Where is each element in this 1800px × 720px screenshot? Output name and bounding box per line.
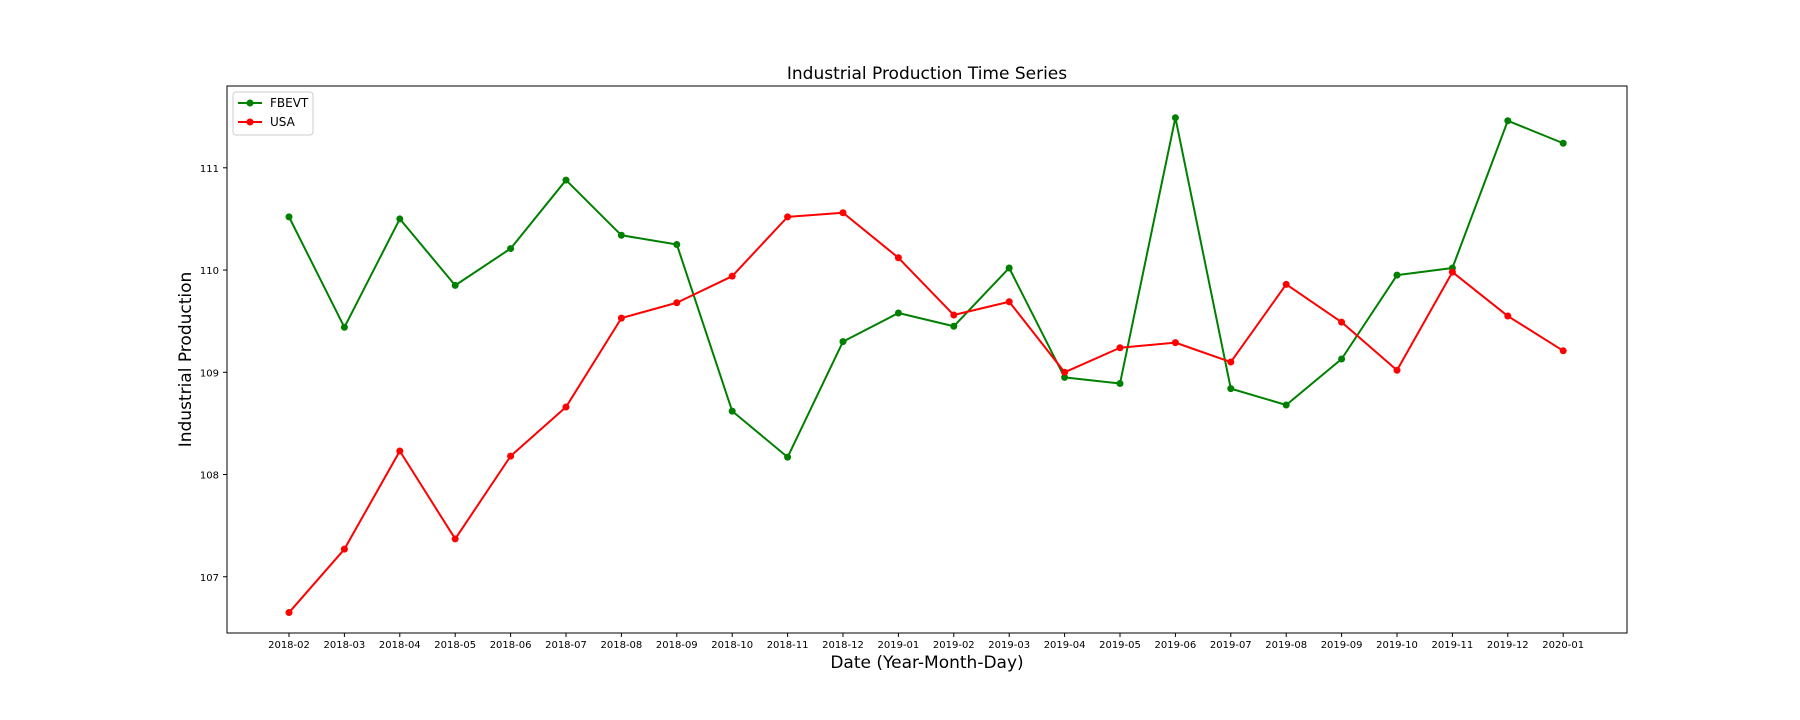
x-tick-label: 2018-11 <box>767 640 809 651</box>
legend-marker <box>246 118 254 126</box>
data-point <box>728 407 736 415</box>
legend-marker <box>246 99 254 107</box>
data-point <box>839 338 847 346</box>
series-line <box>288 211 1564 614</box>
data-point <box>451 281 459 289</box>
data-point <box>340 545 348 553</box>
x-tick-label: 2019-03 <box>988 640 1030 651</box>
x-tick-label: 2018-03 <box>324 640 366 651</box>
data-point <box>673 240 681 248</box>
data-point <box>1282 401 1290 409</box>
data-point <box>1282 280 1290 288</box>
y-axis: 107 108 109 110 111 <box>200 164 227 584</box>
data-point <box>894 309 902 317</box>
data-point <box>673 299 681 307</box>
data-point <box>617 231 625 239</box>
x-tick-label: 2019-01 <box>878 640 920 651</box>
data-point <box>285 213 293 221</box>
data-point <box>1393 271 1401 279</box>
data-point <box>1559 139 1567 147</box>
data-point <box>507 452 515 460</box>
data-point <box>1005 298 1013 306</box>
x-tick-label: 2018-12 <box>822 640 864 651</box>
legend-label: USA <box>270 115 296 129</box>
data-point <box>1061 373 1069 381</box>
x-tick-label: 2019-05 <box>1099 640 1141 651</box>
y-tick-label: 109 <box>200 368 219 379</box>
x-tick-label: 2019-09 <box>1321 640 1363 651</box>
data-point <box>451 535 459 543</box>
data-point <box>1338 318 1346 326</box>
y-axis-label: Industrial Production <box>176 272 196 448</box>
x-tick-label: 2018-06 <box>490 640 532 651</box>
data-point <box>1393 366 1401 374</box>
data-point <box>1005 264 1013 272</box>
legend-label: FBEVT <box>270 96 309 110</box>
data-point <box>1171 114 1179 122</box>
y-tick-label: 111 <box>200 164 219 175</box>
data-point <box>1448 268 1456 276</box>
series-line <box>288 116 1564 459</box>
y-tick-label: 110 <box>200 266 219 277</box>
data-point <box>507 245 515 253</box>
x-tick-label: 2018-05 <box>434 640 476 651</box>
data-point <box>1504 312 1512 320</box>
x-tick-label: 2018-09 <box>656 640 698 651</box>
y-tick-label: 108 <box>200 471 219 482</box>
data-point <box>784 453 792 461</box>
x-tick-label: 2018-10 <box>711 640 753 651</box>
x-tick-label: 2018-07 <box>545 640 587 651</box>
data-point <box>285 609 293 617</box>
x-tick-label: 2019-11 <box>1432 640 1474 651</box>
y-tick-label: 107 <box>200 573 219 584</box>
data-point <box>950 311 958 319</box>
x-axis: 2018-02 2018-03 2018-04 2018-05 2018-06 2018-… <box>268 633 1584 651</box>
data-point <box>894 254 902 262</box>
data-point <box>1504 117 1512 125</box>
data-point <box>1559 347 1567 355</box>
x-tick-label: 2020-01 <box>1542 640 1584 651</box>
data-point <box>396 447 404 455</box>
data-point <box>950 322 958 330</box>
data-point <box>617 314 625 322</box>
series-fbevt <box>285 114 1567 461</box>
x-tick-label: 2018-02 <box>268 640 310 651</box>
x-tick-label: 2019-06 <box>1155 640 1197 651</box>
data-point <box>1227 358 1235 366</box>
data-point <box>1061 368 1069 376</box>
data-point <box>1171 339 1179 347</box>
x-tick-label: 2019-08 <box>1265 640 1307 651</box>
plot-area <box>226 85 1628 634</box>
x-tick-label: 2019-04 <box>1044 640 1086 651</box>
data-point <box>1227 385 1235 393</box>
x-tick-label: 2018-08 <box>601 640 643 651</box>
x-tick-label: 2019-10 <box>1376 640 1418 651</box>
x-tick-label: 2019-02 <box>933 640 975 651</box>
x-tick-label: 2018-04 <box>379 640 421 651</box>
series-usa <box>285 209 1567 617</box>
chart-title: Industrial Production Time Series <box>787 64 1067 84</box>
data-point <box>340 323 348 331</box>
data-point <box>396 215 404 223</box>
data-point <box>1116 344 1124 352</box>
x-axis-label: Date (Year-Month-Day) <box>830 653 1023 673</box>
x-tick-label: 2019-07 <box>1210 640 1252 651</box>
data-point <box>784 213 792 221</box>
data-point <box>1116 380 1124 388</box>
data-point <box>562 403 570 411</box>
data-point <box>728 272 736 280</box>
data-point <box>839 209 847 217</box>
data-point <box>562 176 570 184</box>
legend: FBEVT USA <box>232 91 314 136</box>
series-layer <box>285 114 1567 617</box>
data-point <box>1338 355 1346 363</box>
x-tick-label: 2019-12 <box>1487 640 1529 651</box>
